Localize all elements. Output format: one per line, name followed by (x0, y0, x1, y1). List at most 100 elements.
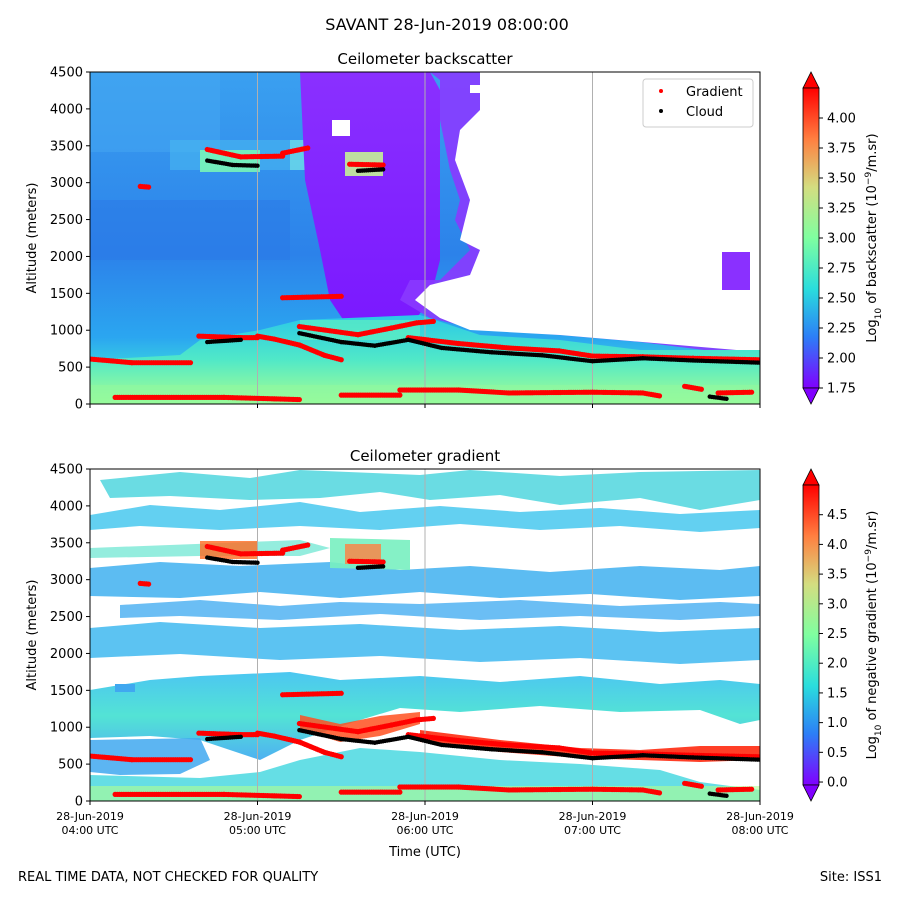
gradient-xlabel: Time (UTC) (388, 845, 461, 860)
colorbar-tick-label: 2.50 (827, 292, 856, 307)
gradient-point (338, 293, 344, 299)
y-tick-label: 2000 (50, 647, 83, 662)
backscatter-colorbar: 1.75 2.00 2.25 2.50 2.75 3.00 3.25 3.50 3.75 4.00… (802, 71, 884, 405)
backscatter-panel: Ceilometer backscatter (25, 50, 884, 413)
colorbar-tick-label: 3.75 (827, 142, 856, 157)
quality-disclaimer: REAL TIME DATA, NOT CHECKED FOR QUALITY (18, 870, 319, 885)
gradient-gridlines (257, 469, 593, 801)
colorbar-tick-label: 3.0 (827, 597, 848, 612)
gradient-point (430, 715, 436, 721)
gradient-ylabel: Altitude (meters) (25, 580, 40, 691)
gradient-point (338, 690, 344, 696)
y-tick-label: 4000 (50, 102, 83, 117)
colorbar-tick-label: 1.75 (827, 382, 856, 397)
backscatter-x-axis (89, 404, 761, 408)
gradient-point (305, 542, 311, 548)
legend-gradient-label: Gradient (686, 85, 743, 100)
legend: Gradient Cloud (642, 78, 754, 128)
gradient-y-axis: 0 500 1000 1500 2000 2500 3000 3500 4000 4500 (50, 463, 90, 810)
gradient-field (90, 469, 760, 801)
colorbar-tick-label: 4.00 (827, 112, 856, 127)
gradient-title: Ceilometer gradient (350, 447, 500, 465)
colorbar-tick-label: 2.75 (827, 262, 856, 277)
legend-gradient-marker (659, 89, 663, 93)
legend-cloud-marker (659, 109, 663, 113)
y-tick-label: 1500 (50, 287, 83, 302)
cloud-point (255, 163, 260, 168)
gradient-point (338, 754, 344, 760)
gradient-point (380, 559, 386, 565)
gradient-point (296, 793, 302, 800)
gradient-point (187, 757, 194, 763)
backscatter-colorbar-ticks: 1.75 2.00 2.25 2.50 2.75 3.00 3.25 3.50 3.75 4.00 (819, 112, 856, 397)
y-tick-label: 500 (58, 758, 83, 773)
colorbar-tick-label: 3.50 (827, 172, 856, 187)
colorbar-tick-label: 0.5 (827, 746, 848, 761)
y-tick-label: 1000 (50, 721, 83, 736)
y-tick-label: 500 (58, 361, 83, 376)
x-tick-label: 28-Jun-2019 (391, 810, 459, 823)
cloud-point (238, 337, 243, 343)
gradient-point (296, 396, 302, 403)
gradient-point (397, 789, 403, 795)
x-tick-label: 28-Jun-2019 (56, 810, 124, 823)
colorbar-tick-label: 2.0 (827, 657, 848, 672)
backscatter-colorbar-label: Log10 of backscatter (10−9/m.sr) (864, 133, 884, 342)
colorbar-tick-label: 3.5 (827, 568, 848, 583)
cloud-point (724, 793, 729, 799)
y-tick-label: 4500 (50, 66, 83, 81)
legend-cloud-label: Cloud (686, 105, 723, 120)
backscatter-marks (90, 145, 760, 403)
gradient-panel: Ceilometer gradient (25, 447, 884, 860)
cloud-point (757, 757, 760, 762)
gradient-point (749, 786, 755, 792)
gradient-point (698, 783, 704, 789)
colorbar-tick-label: 0.0 (827, 776, 848, 791)
cloud-point (238, 734, 243, 740)
x-tick-label: 28-Jun-2019 (726, 810, 794, 823)
gradient-point (656, 790, 663, 796)
colorbar-tick-label: 2.00 (827, 352, 856, 367)
y-tick-label: 3500 (50, 139, 83, 154)
x-tick-label: 07:00 UTC (564, 824, 621, 837)
x-tick-label: 28-Jun-2019 (559, 810, 627, 823)
x-tick-label: 05:00 UTC (229, 824, 286, 837)
y-tick-label: 4000 (50, 499, 83, 514)
x-tick-label: 04:00 UTC (61, 824, 118, 837)
y-tick-label: 2500 (50, 213, 83, 228)
colorbar-tick-label: 4.5 (827, 508, 848, 523)
gradient-point (187, 360, 194, 366)
gradient-colorbar: 0.0 0.5 1.0 1.5 2.0 2.5 3.0 3.5 4.0 4.5 Log10 of … (802, 468, 884, 802)
colorbar-tick-label: 2.5 (827, 627, 848, 642)
gradient-point (656, 393, 663, 399)
gradient-point (146, 184, 152, 190)
y-tick-label: 2000 (50, 250, 83, 265)
colorbar-tick-label: 1.5 (827, 686, 848, 701)
gradient-point (338, 357, 344, 363)
backscatter-y-axis: 0 500 1000 1500 2000 2500 3000 3500 4000 4500 (50, 66, 90, 413)
colorbar-tick-label: 4.0 (827, 538, 848, 553)
gradient-point (698, 386, 704, 392)
cloud-point (757, 360, 760, 365)
gradient-point (305, 145, 311, 151)
colorbar-tick-label: 2.25 (827, 322, 856, 337)
y-tick-label: 2500 (50, 610, 83, 625)
cloud-point (255, 560, 260, 565)
y-tick-label: 0 (75, 398, 83, 413)
y-tick-label: 0 (75, 795, 83, 810)
backscatter-title: Ceilometer backscatter (337, 50, 513, 68)
cloud-point (380, 167, 386, 172)
y-tick-label: 3000 (50, 176, 83, 191)
x-tick-label: 06:00 UTC (396, 824, 453, 837)
figure-title: SAVANT 28-Jun-2019 08:00:00 (325, 15, 569, 34)
y-tick-label: 1000 (50, 324, 83, 339)
y-tick-label: 1500 (50, 684, 83, 699)
y-tick-label: 4500 (50, 463, 83, 478)
y-tick-label: 3000 (50, 573, 83, 588)
x-tick-label: 08:00 UTC (731, 824, 788, 837)
gradient-colorbar-label: Log10 of negative gradient (10−9/m.sr) (864, 511, 884, 760)
colorbar-tick-label: 1.0 (827, 716, 848, 731)
backscatter-gridlines (257, 72, 593, 404)
